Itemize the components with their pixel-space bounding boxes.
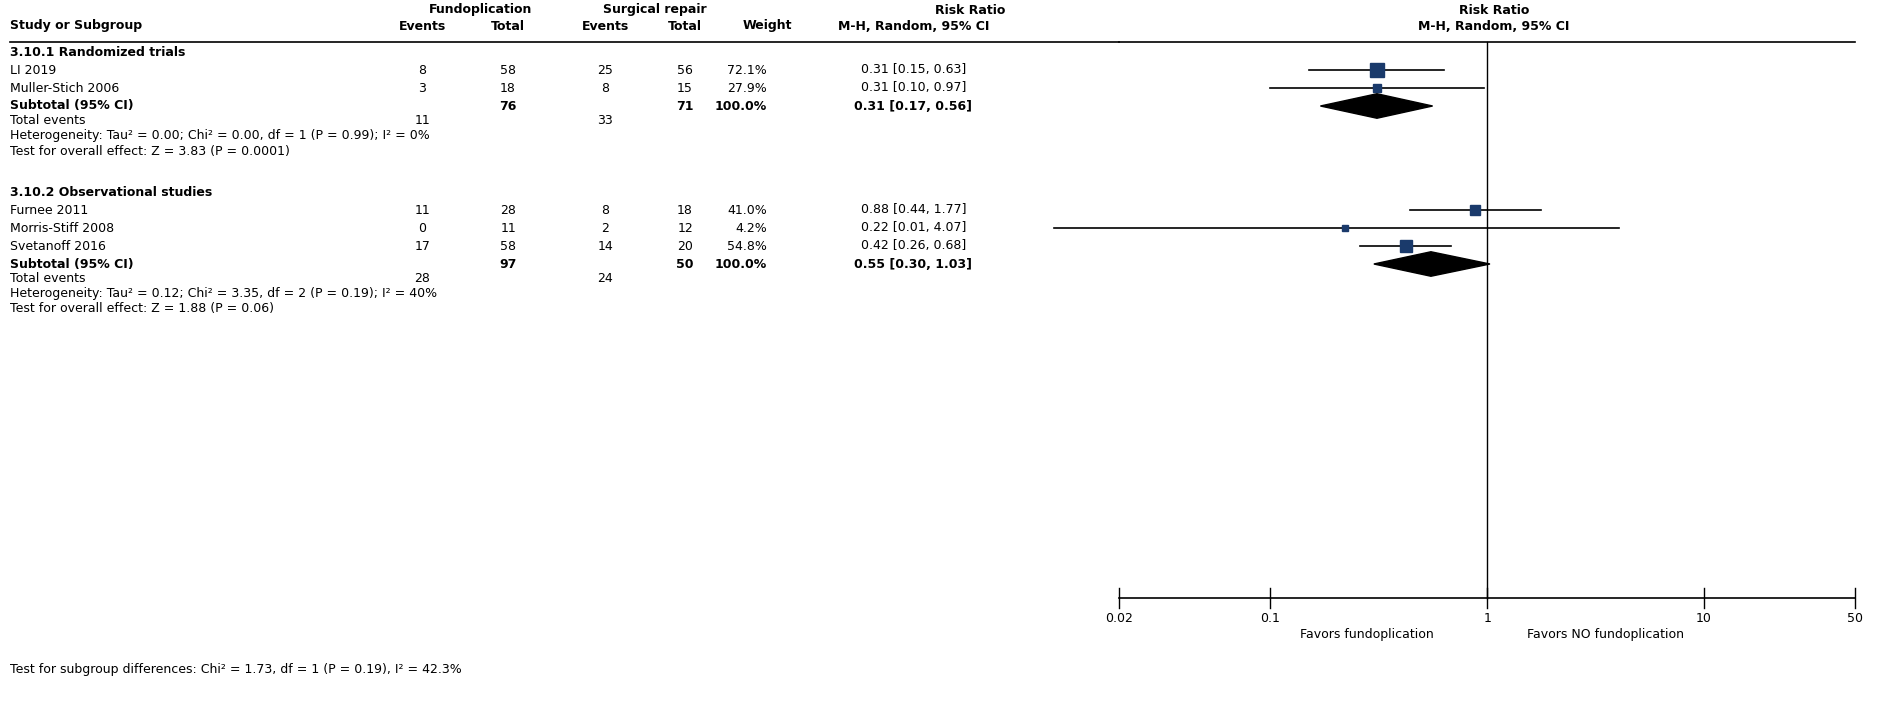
Text: 54.8%: 54.8% [727, 240, 767, 253]
Text: 100.0%: 100.0% [716, 258, 767, 271]
Text: 2: 2 [601, 221, 609, 234]
Text: 0.22 [0.01, 4.07]: 0.22 [0.01, 4.07] [860, 221, 967, 234]
Text: 100.0%: 100.0% [716, 100, 767, 113]
Text: Favors fundoplication: Favors fundoplication [1300, 628, 1435, 641]
Text: Subtotal (95% CI): Subtotal (95% CI) [10, 258, 133, 271]
Text: 0.31 [0.10, 0.97]: 0.31 [0.10, 0.97] [860, 82, 967, 95]
Text: 0.02: 0.02 [1106, 612, 1132, 625]
Text: 0.31 [0.15, 0.63]: 0.31 [0.15, 0.63] [860, 63, 967, 76]
Text: Total events: Total events [10, 114, 86, 127]
Text: LI 2019: LI 2019 [10, 63, 55, 76]
Text: 58: 58 [500, 63, 516, 76]
Text: Total: Total [491, 20, 525, 33]
Text: 15: 15 [677, 82, 693, 95]
Text: 3.10.2 Observational studies: 3.10.2 Observational studies [10, 186, 211, 199]
Text: 8: 8 [601, 82, 609, 95]
Text: 25: 25 [598, 63, 613, 76]
Text: 20: 20 [677, 240, 693, 253]
Polygon shape [1374, 252, 1490, 276]
Text: 50: 50 [1848, 612, 1863, 625]
Text: 71: 71 [676, 100, 695, 113]
Text: 33: 33 [598, 114, 613, 127]
Text: 10: 10 [1696, 612, 1713, 625]
Text: Test for overall effect: Z = 3.83 (P = 0.0001): Test for overall effect: Z = 3.83 (P = 0… [10, 144, 289, 157]
Text: 12: 12 [677, 221, 693, 234]
Text: 11: 11 [415, 114, 430, 127]
Text: 8: 8 [601, 204, 609, 216]
Text: 24: 24 [598, 272, 613, 285]
Text: 4.2%: 4.2% [735, 221, 767, 234]
Text: 8: 8 [419, 63, 426, 76]
Text: 97: 97 [499, 258, 518, 271]
Text: Surgical repair: Surgical repair [603, 4, 706, 17]
Text: Risk Ratio: Risk Ratio [1460, 4, 1528, 17]
Text: 3: 3 [419, 82, 426, 95]
Text: 11: 11 [500, 221, 516, 234]
Text: M-H, Random, 95% CI: M-H, Random, 95% CI [837, 20, 990, 33]
Text: 28: 28 [415, 272, 430, 285]
Text: Heterogeneity: Tau² = 0.00; Chi² = 0.00, df = 1 (P = 0.99); I² = 0%: Heterogeneity: Tau² = 0.00; Chi² = 0.00,… [10, 130, 430, 143]
Text: 18: 18 [500, 82, 516, 95]
Text: 1: 1 [1482, 612, 1492, 625]
Text: 0.31 [0.17, 0.56]: 0.31 [0.17, 0.56] [854, 100, 972, 113]
Text: Heterogeneity: Tau² = 0.12; Chi² = 3.35, df = 2 (P = 0.19); I² = 40%: Heterogeneity: Tau² = 0.12; Chi² = 3.35,… [10, 288, 436, 301]
Text: 27.9%: 27.9% [727, 82, 767, 95]
Text: Favors NO fundoplication: Favors NO fundoplication [1526, 628, 1684, 641]
Text: M-H, Random, 95% CI: M-H, Random, 95% CI [1418, 20, 1570, 33]
Text: 0.42 [0.26, 0.68]: 0.42 [0.26, 0.68] [860, 240, 967, 253]
Text: Risk Ratio: Risk Ratio [936, 4, 1005, 17]
Text: Events: Events [400, 20, 445, 33]
Text: Weight: Weight [742, 20, 792, 33]
Text: Morris-Stiff 2008: Morris-Stiff 2008 [10, 221, 114, 234]
Text: 50: 50 [676, 258, 695, 271]
Text: Total: Total [668, 20, 702, 33]
Polygon shape [1321, 94, 1433, 118]
Text: Test for overall effect: Z = 1.88 (P = 0.06): Test for overall effect: Z = 1.88 (P = 0… [10, 301, 274, 314]
Text: 76: 76 [499, 100, 518, 113]
Text: Fundoplication: Fundoplication [428, 4, 533, 17]
Text: Subtotal (95% CI): Subtotal (95% CI) [10, 100, 133, 113]
Text: Total events: Total events [10, 272, 86, 285]
Text: Study or Subgroup: Study or Subgroup [10, 20, 141, 33]
Text: 0.88 [0.44, 1.77]: 0.88 [0.44, 1.77] [860, 204, 967, 216]
Text: Events: Events [582, 20, 628, 33]
Text: 14: 14 [598, 240, 613, 253]
Text: 0.1: 0.1 [1260, 612, 1281, 625]
Text: 3.10.1 Randomized trials: 3.10.1 Randomized trials [10, 45, 185, 58]
Text: Muller-Stich 2006: Muller-Stich 2006 [10, 82, 118, 95]
Text: 72.1%: 72.1% [727, 63, 767, 76]
Text: Svetanoff 2016: Svetanoff 2016 [10, 240, 105, 253]
Text: 11: 11 [415, 204, 430, 216]
Text: Test for subgroup differences: Chi² = 1.73, df = 1 (P = 0.19), I² = 42.3%: Test for subgroup differences: Chi² = 1.… [10, 663, 461, 676]
Text: 41.0%: 41.0% [727, 204, 767, 216]
Text: 56: 56 [677, 63, 693, 76]
Text: 17: 17 [415, 240, 430, 253]
Text: 0: 0 [419, 221, 426, 234]
Text: Furnee 2011: Furnee 2011 [10, 204, 88, 216]
Text: 28: 28 [500, 204, 516, 216]
Text: 58: 58 [500, 240, 516, 253]
Text: 18: 18 [677, 204, 693, 216]
Text: 0.55 [0.30, 1.03]: 0.55 [0.30, 1.03] [854, 258, 972, 271]
